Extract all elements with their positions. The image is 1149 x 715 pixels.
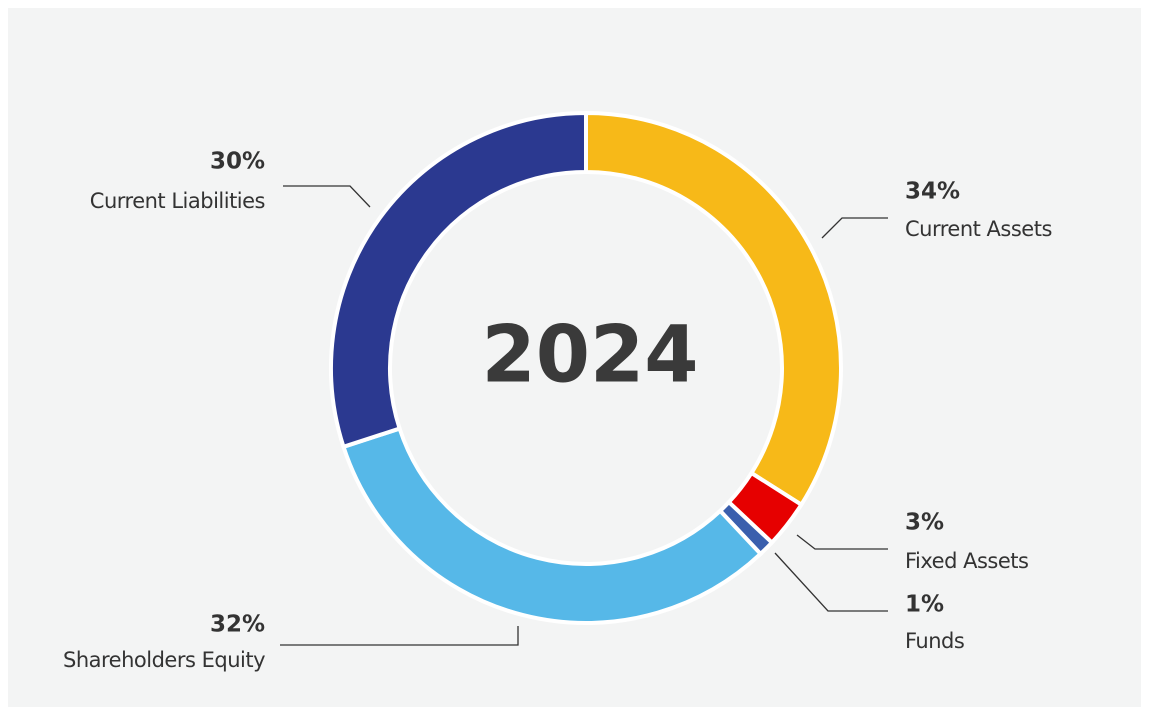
leader-line bbox=[283, 185, 371, 208]
value-label: 32% bbox=[210, 612, 265, 638]
category-label: Funds bbox=[905, 629, 964, 653]
center-label: 2024 bbox=[481, 310, 698, 400]
value-label: 30% bbox=[210, 149, 265, 175]
value-label: 3% bbox=[905, 510, 944, 536]
donut-slice bbox=[584, 110, 843, 508]
category-label: Current Liabilities bbox=[90, 189, 265, 213]
leader-line bbox=[774, 552, 888, 612]
donut-slice bbox=[340, 426, 764, 625]
leader-line bbox=[280, 626, 519, 646]
value-label: 1% bbox=[905, 592, 944, 618]
category-label: Current Assets bbox=[905, 217, 1052, 241]
donut-slice bbox=[329, 110, 588, 450]
category-label: Shareholders Equity bbox=[63, 648, 265, 672]
value-label: 34% bbox=[905, 179, 960, 205]
leader-line bbox=[796, 534, 888, 550]
leader-line bbox=[821, 217, 888, 239]
category-label: Fixed Assets bbox=[905, 549, 1028, 573]
